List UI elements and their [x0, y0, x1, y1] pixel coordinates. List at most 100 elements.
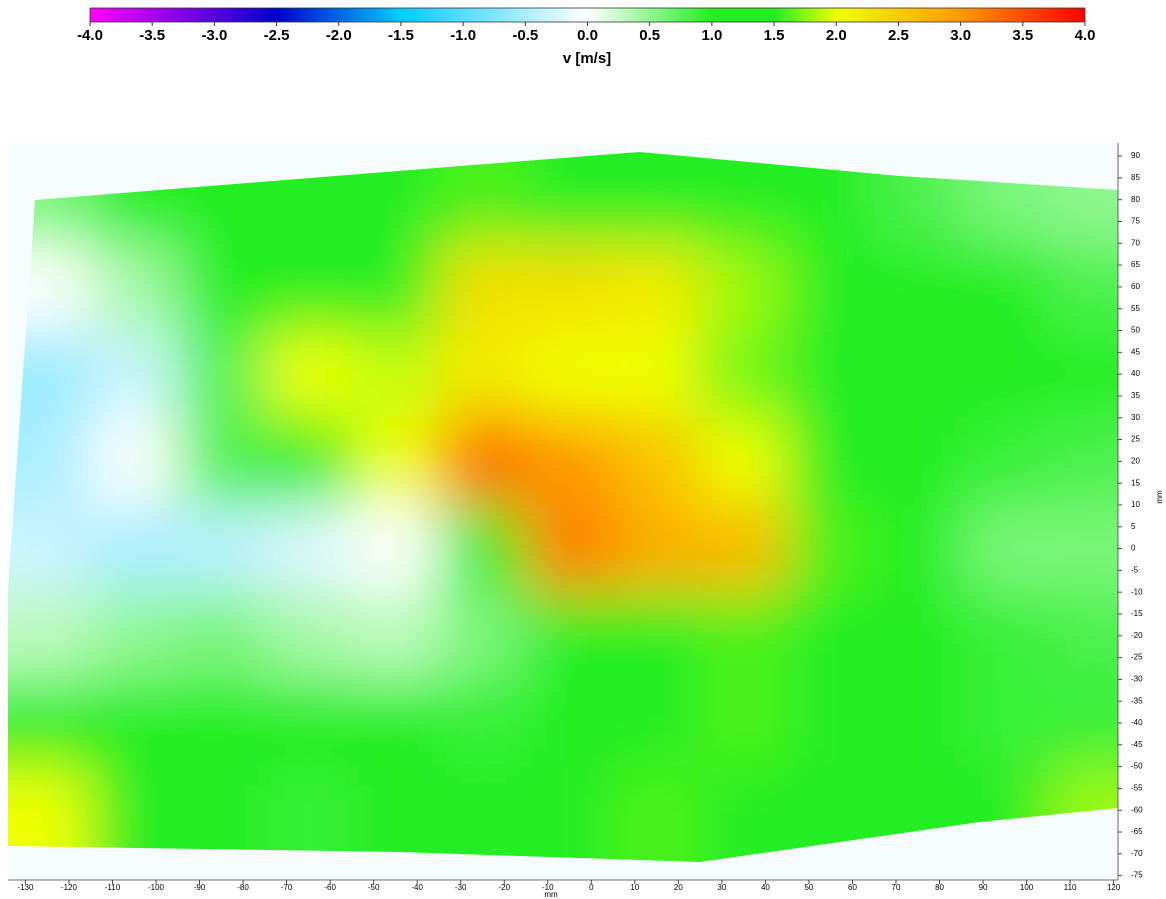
- colorbar-tick-label: -4.0: [77, 27, 103, 44]
- heat-cell: [526, 417, 614, 506]
- y-tick-label: 60: [1131, 282, 1140, 291]
- heat-cell: [438, 330, 527, 419]
- y-tick-label: -30: [1131, 675, 1143, 684]
- x-axis-label: mm: [544, 890, 558, 899]
- colorbar-tick-label: -1.0: [450, 27, 476, 44]
- x-tick-label: 20: [674, 883, 683, 892]
- heat-cell: [351, 679, 440, 768]
- heat-cell: [961, 330, 1049, 419]
- y-tick-label: 85: [1131, 173, 1140, 182]
- y-tick-label: 20: [1131, 456, 1140, 465]
- x-tick-label: 100: [1020, 883, 1034, 892]
- heat-cell: [874, 504, 962, 593]
- x-tick-label: -50: [368, 883, 380, 892]
- heat-cell: [438, 766, 527, 862]
- heat-cell: [177, 592, 266, 680]
- y-tick-label: -65: [1131, 827, 1143, 836]
- heat-cell: [613, 330, 701, 419]
- heat-cell: [961, 679, 1049, 768]
- heat-cell: [787, 243, 875, 332]
- heat-cell: [177, 679, 266, 768]
- heat-cell: [1048, 330, 1118, 419]
- heat-cell: [90, 330, 179, 419]
- colorbar-tick-label: 0.5: [639, 27, 660, 44]
- x-tick-label: -130: [17, 883, 34, 892]
- y-tick-label: -60: [1131, 805, 1143, 814]
- x-tick-label: -40: [411, 883, 423, 892]
- y-tick-label: -20: [1131, 631, 1143, 640]
- heat-cell: [264, 592, 353, 680]
- y-tick-label: -25: [1131, 653, 1143, 662]
- heat-cell: [526, 504, 614, 593]
- heat-cell: [351, 592, 440, 680]
- heat-cell: [438, 243, 527, 332]
- y-tick-label: -75: [1131, 871, 1143, 880]
- colorbar-tick-label: 1.5: [764, 27, 785, 44]
- heat-cell: [526, 243, 614, 332]
- heat-cell: [613, 592, 701, 680]
- heat-cell: [613, 766, 701, 862]
- heat-cell: [613, 504, 701, 593]
- y-tick-label: -40: [1131, 718, 1143, 727]
- colorbar-tick-label: 2.5: [888, 27, 909, 44]
- heat-cell: [177, 330, 266, 419]
- colorbar-tick-label: 3.0: [950, 27, 971, 44]
- y-tick-label: 80: [1131, 195, 1140, 204]
- colorbar-tick-label: 2.0: [826, 27, 847, 44]
- x-tick-label: -10: [542, 883, 554, 892]
- field: [8, 152, 1118, 862]
- heat-cell: [961, 504, 1049, 593]
- colorbar-tick-label: 3.5: [1012, 27, 1033, 44]
- y-tick-label: 50: [1131, 326, 1140, 335]
- x-tick-label: -120: [61, 883, 78, 892]
- heat-cell: [613, 679, 701, 768]
- colorbar-tick-label: -3.5: [139, 27, 165, 44]
- y-tick-label: 15: [1131, 478, 1140, 487]
- heat-cell: [787, 417, 875, 506]
- heat-cell: [351, 417, 440, 506]
- x-tick-label: 0: [589, 883, 594, 892]
- heat-cell: [438, 417, 527, 506]
- heat-cell: [700, 330, 788, 419]
- heat-cell: [700, 592, 788, 680]
- x-tick-label: -20: [498, 883, 510, 892]
- colorbar-tick-label: -3.0: [201, 27, 227, 44]
- heat-cell: [90, 592, 179, 680]
- heat-cell: [526, 152, 614, 244]
- heat-cell: [8, 592, 92, 680]
- y-tick-label: 40: [1131, 369, 1140, 378]
- colorbar-tick-label: 1.0: [701, 27, 722, 44]
- cells: [8, 152, 1118, 862]
- y-tick-label: -5: [1131, 565, 1139, 574]
- y-tick-label: -50: [1131, 762, 1143, 771]
- heat-cell: [526, 766, 614, 862]
- heat-cell: [90, 417, 179, 506]
- heat-cell: [90, 504, 179, 593]
- heat-cell: [526, 679, 614, 768]
- heat-cell: [787, 504, 875, 593]
- heat-cell: [874, 243, 962, 332]
- x-tick-label: -110: [105, 883, 121, 892]
- y-tick-label: 55: [1131, 304, 1140, 313]
- colorbar-tick-label: -1.5: [388, 27, 414, 44]
- heat-cell: [351, 766, 440, 862]
- heat-cell: [177, 243, 266, 332]
- heat-cell: [177, 504, 266, 593]
- heat-cell: [700, 243, 788, 332]
- heat-cell: [700, 766, 788, 862]
- y-tick-label: 45: [1131, 347, 1140, 356]
- y-tick-label: 5: [1131, 522, 1136, 531]
- x-tick-label: 70: [892, 883, 901, 892]
- heat-cell: [787, 592, 875, 680]
- heat-cell: [90, 766, 179, 862]
- heat-cell: [700, 417, 788, 506]
- heat-cell: [1048, 679, 1118, 768]
- x-tick-label: 120: [1107, 883, 1121, 892]
- y-tick-label: 75: [1131, 217, 1140, 226]
- heat-cell: [961, 243, 1049, 332]
- y-tick-label: -15: [1131, 609, 1143, 618]
- colorbar-tick-label: 0.0: [577, 27, 598, 44]
- colorbar-tick-label: -2.5: [264, 27, 290, 44]
- y-tick-label: -55: [1131, 784, 1143, 793]
- heat-cell: [1048, 243, 1118, 332]
